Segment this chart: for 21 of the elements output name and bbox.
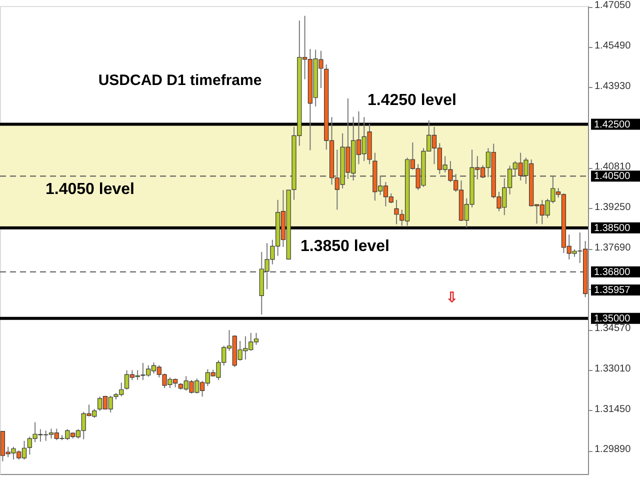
y-tick-label: 1.37690 xyxy=(594,242,632,254)
y-tick-label: 1.34570 xyxy=(594,323,632,334)
ref-line-label: 1.42500 xyxy=(594,119,631,130)
ref-line-label: 1.38500 xyxy=(594,222,631,234)
y-tick-label: 1.31450 xyxy=(594,404,632,415)
y-tick-label: 1.47050 xyxy=(594,0,632,12)
annotation: 1.4050 level xyxy=(46,181,134,198)
ref-line-label: 1.35000 xyxy=(594,313,631,324)
y-tick-label: 1.43930 xyxy=(594,80,632,92)
annotation: 1.4250 level xyxy=(368,92,456,109)
y-tick-label: 1.40810 xyxy=(594,162,632,173)
ref-line-label: 1.36800 xyxy=(594,266,631,278)
text: 1.35957 xyxy=(594,285,631,296)
y-tick-label: 1.45490 xyxy=(594,40,632,52)
annotation: ⇩ xyxy=(446,289,458,305)
y-tick-label: 1.29890 xyxy=(594,444,632,456)
annotation: USDCAD D1 timeframe xyxy=(98,72,262,89)
ref-line-label: 1.40500 xyxy=(594,171,631,182)
annotation: 1.3850 level xyxy=(300,238,390,255)
y-tick-label: 1.33010 xyxy=(594,363,632,374)
y-tick-label: 1.39250 xyxy=(594,202,632,213)
